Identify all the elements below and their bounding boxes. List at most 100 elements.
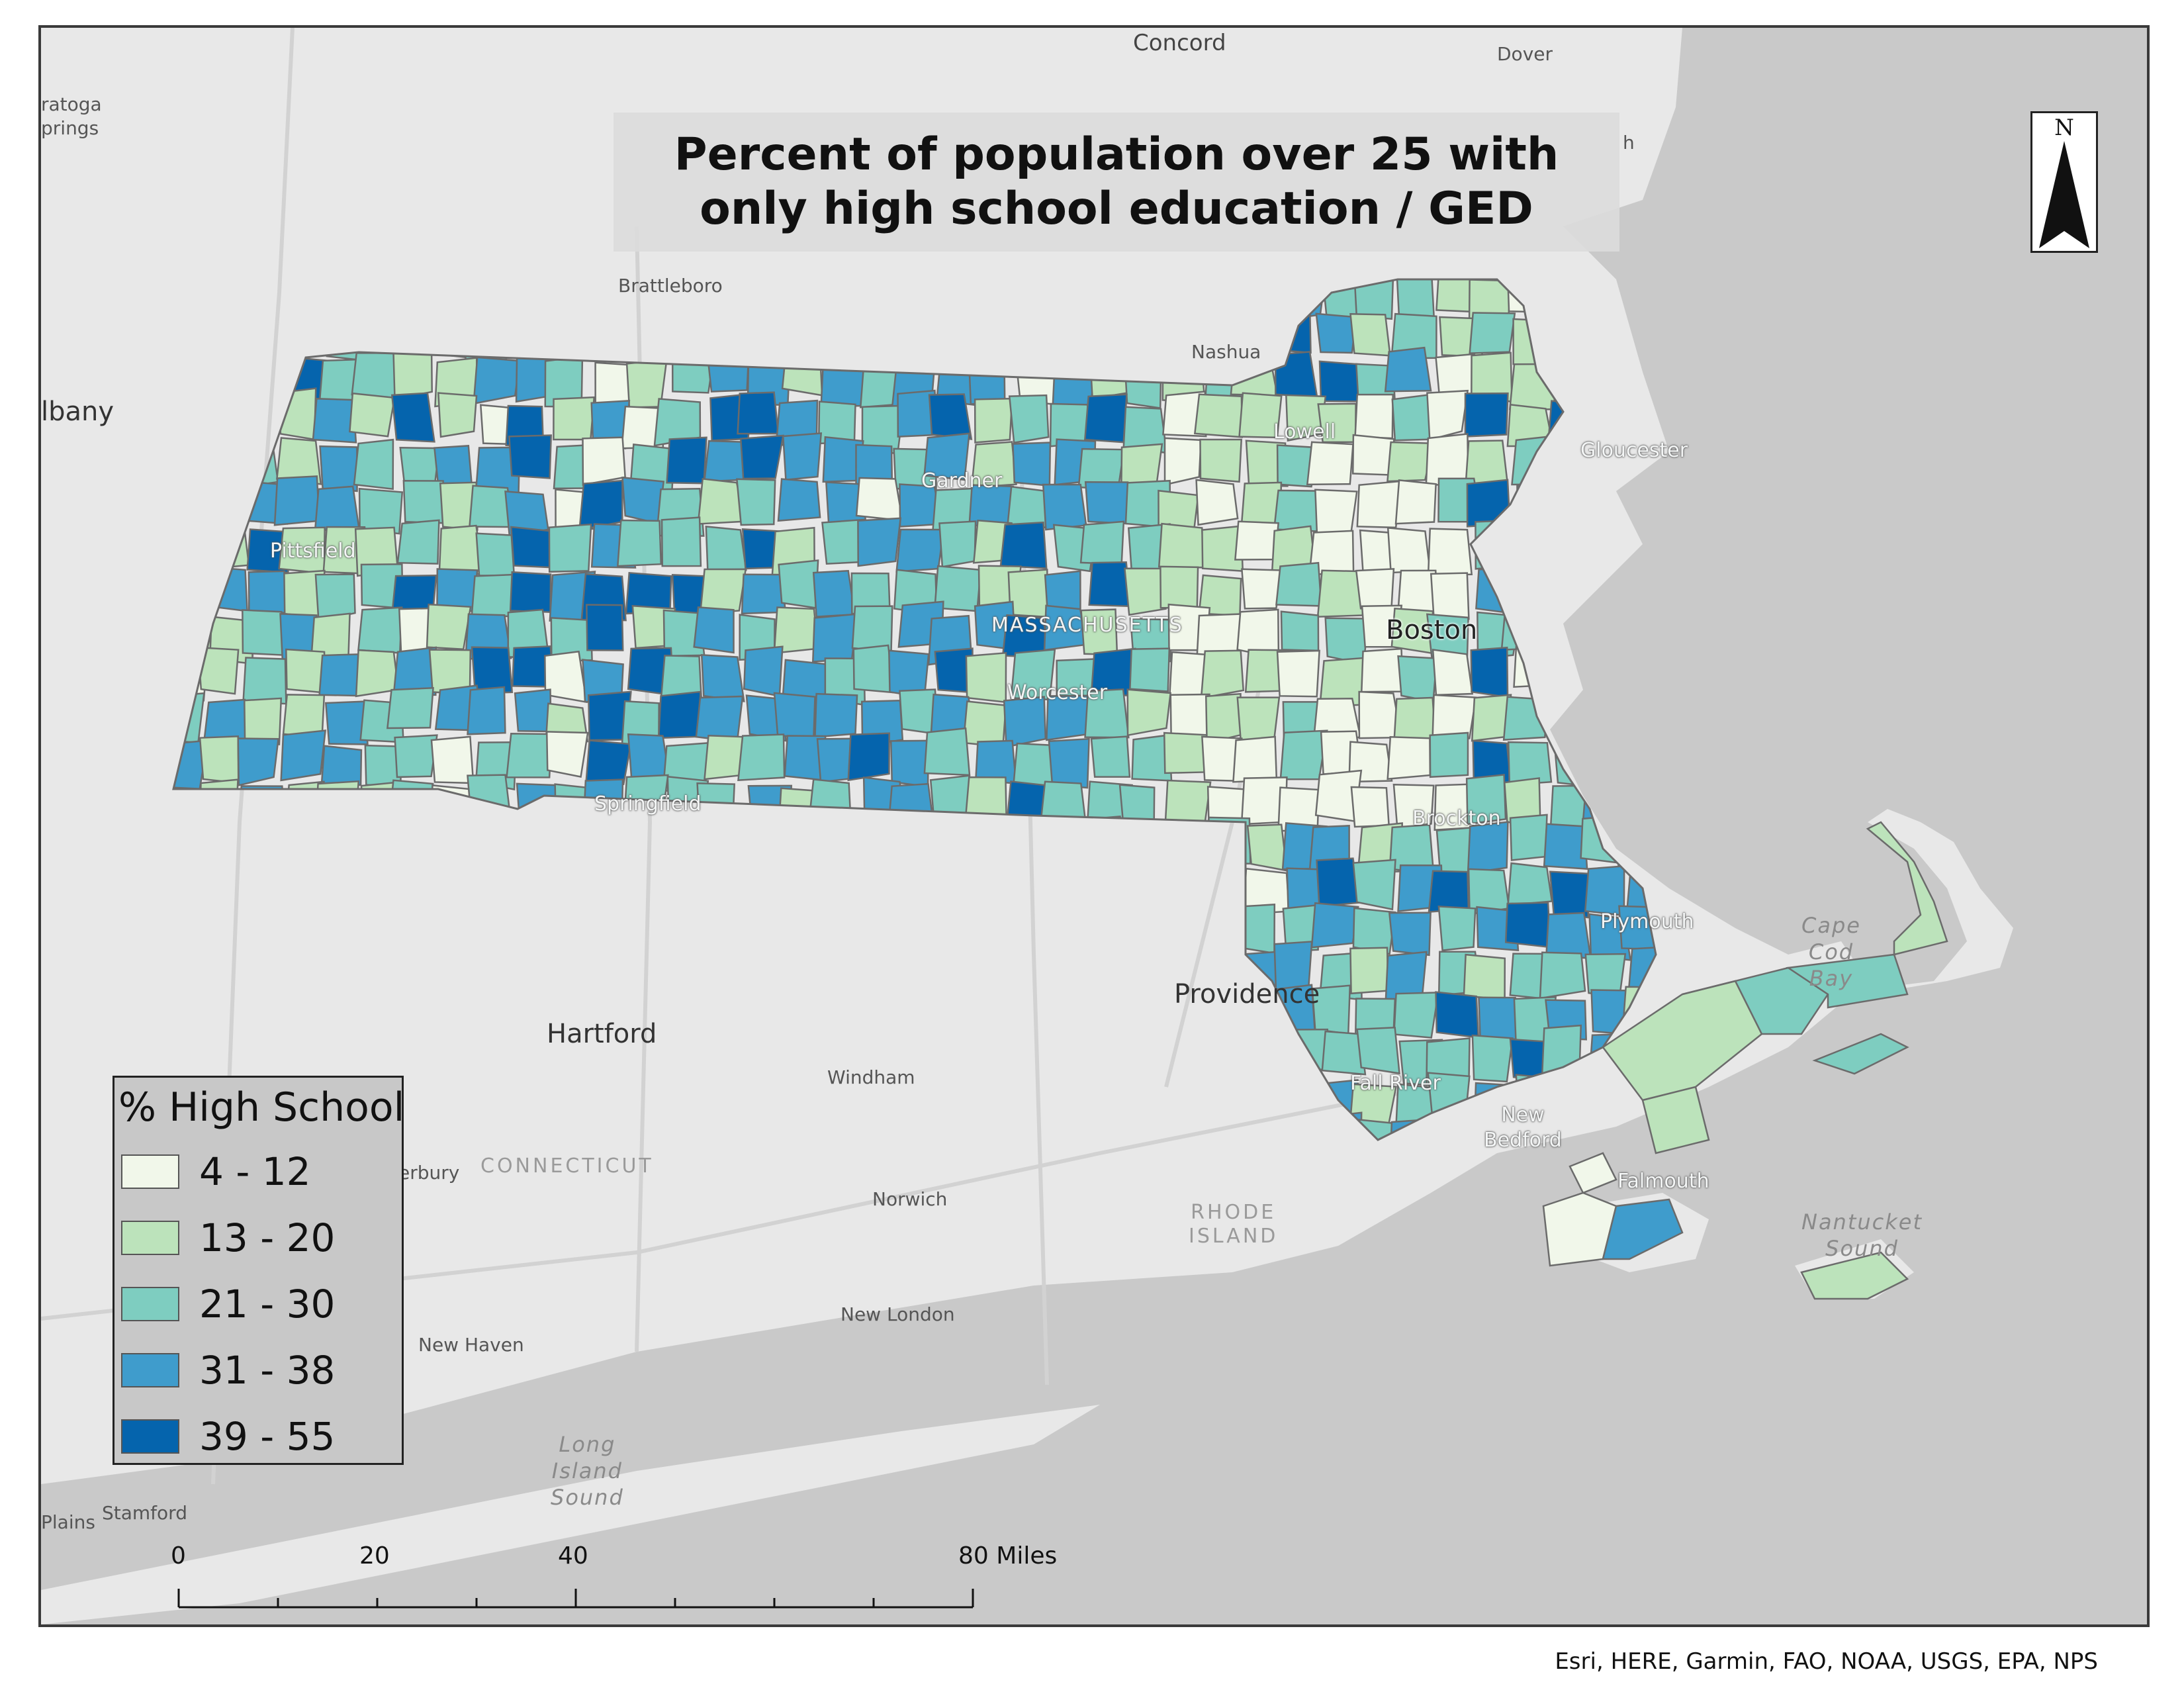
- town-polygon: [1241, 568, 1283, 610]
- legend-item-4-12: 4 - 12: [121, 1149, 311, 1194]
- place-massachusetts: MASSACHUSETTS: [991, 614, 1183, 637]
- town-polygon: [621, 476, 665, 525]
- town-polygon: [320, 745, 363, 786]
- north-label: N: [2054, 115, 2074, 141]
- town-polygon: [318, 653, 363, 697]
- legend: % High School 4 - 12 13 - 20 21 - 30 31 …: [113, 1076, 404, 1465]
- town-polygon: [1394, 479, 1437, 525]
- town-polygon: [1387, 441, 1435, 483]
- town-polygon: [1083, 393, 1128, 444]
- town-polygon: [324, 700, 369, 745]
- legend-label: 39 - 55: [199, 1414, 336, 1459]
- place-saratoga: ratoga prings: [41, 93, 102, 140]
- place-plymouth: Plymouth: [1600, 910, 1694, 933]
- place-fall-river: Fall River: [1350, 1072, 1441, 1095]
- town-polygon: [1504, 902, 1551, 949]
- place-waterbury: erbury: [398, 1162, 460, 1184]
- town-polygon: [657, 690, 702, 739]
- town-polygon: [586, 604, 624, 651]
- legend-label: 31 - 38: [199, 1348, 336, 1393]
- town-polygon: [1356, 1027, 1400, 1074]
- town-polygon: [1129, 647, 1171, 692]
- legend-item-21-30: 21 - 30: [121, 1282, 335, 1327]
- town-polygon: [1425, 433, 1469, 487]
- town-polygon: [437, 392, 478, 438]
- town-polygon: [1391, 394, 1433, 442]
- town-polygon: [467, 686, 506, 735]
- town-polygon: [1465, 773, 1507, 825]
- town-polygon: [504, 490, 549, 538]
- town-polygon: [1354, 393, 1394, 440]
- legend-swatch: [121, 1353, 179, 1387]
- town-polygon: [817, 400, 856, 445]
- town-polygon: [1158, 522, 1205, 569]
- town-polygon: [394, 734, 438, 778]
- town-polygon: [1199, 438, 1243, 483]
- town-polygon: [358, 487, 404, 535]
- town-polygon: [1470, 646, 1509, 698]
- place-gardner: Gardner: [921, 469, 1003, 492]
- town-polygon: [353, 438, 394, 491]
- town-polygon: [510, 526, 555, 569]
- town-polygon: [737, 733, 786, 781]
- place-springfield: Springfield: [594, 792, 702, 816]
- town-polygon: [1195, 479, 1239, 526]
- town-polygon: [319, 445, 358, 492]
- scale-bar: 0 20 40 80 Miles: [171, 1542, 1057, 1615]
- place-nashua: Nashua: [1191, 341, 1261, 363]
- town-polygon: [1432, 694, 1477, 741]
- town-polygon: [1306, 441, 1354, 486]
- legend-label: 4 - 12: [199, 1149, 311, 1194]
- town-polygon: [242, 657, 287, 705]
- town-polygon: [312, 397, 357, 444]
- town-polygon: [889, 739, 930, 788]
- town-polygon: [584, 739, 632, 786]
- place-rhode-island: RHODE ISLAND: [1189, 1201, 1279, 1248]
- island-towns: [1542, 1152, 1909, 1300]
- town-polygon: [1315, 312, 1357, 354]
- town-polygon: [243, 697, 283, 745]
- town-polygon: [1387, 526, 1432, 574]
- town-polygon: [1384, 346, 1432, 393]
- town-polygon: [743, 645, 784, 698]
- place-falmouth: Falmouth: [1617, 1170, 1709, 1193]
- town-polygon: [1042, 483, 1087, 531]
- place-brockton: Brockton: [1412, 807, 1501, 830]
- town-polygon: [1003, 696, 1047, 748]
- place-cape-cod-bay: Cape Cod Bay: [1801, 913, 1861, 991]
- town-polygon: [1469, 312, 1516, 354]
- town-polygon: [699, 568, 747, 615]
- town-polygon: [1392, 783, 1435, 829]
- town-polygon: [855, 477, 904, 522]
- town-polygon: [1048, 737, 1090, 789]
- town-polygon: [242, 609, 287, 657]
- town-polygon: [814, 692, 858, 738]
- town-polygon: [582, 436, 626, 486]
- town-polygon: [777, 478, 821, 522]
- town-polygon: [1584, 865, 1625, 917]
- scale-label-20: 20: [359, 1542, 390, 1570]
- town-polygon: [314, 573, 356, 622]
- place-worcester: Worcester: [1007, 681, 1108, 704]
- town-polygon: [1349, 947, 1389, 995]
- place-dover: Dover: [1497, 43, 1553, 65]
- town-polygon: [627, 733, 670, 782]
- town-polygon: [1007, 569, 1049, 618]
- town-polygon: [1246, 823, 1288, 872]
- legend-swatch: [121, 1154, 179, 1189]
- town-polygon: [1236, 696, 1281, 742]
- town-polygon: [387, 686, 434, 729]
- town-polygon: [1350, 786, 1390, 828]
- town-polygon: [695, 695, 744, 743]
- town-polygon: [735, 478, 776, 526]
- legend-item-13-20: 13 - 20: [121, 1215, 335, 1260]
- town-polygon: [962, 700, 1007, 748]
- town-polygon: [660, 516, 702, 567]
- legend-item-39-55: 39 - 55: [121, 1414, 336, 1459]
- town-polygon: [1084, 688, 1130, 739]
- town-polygon: [1464, 392, 1509, 438]
- place-stamford: Stamford: [102, 1502, 187, 1524]
- town-polygon: [514, 688, 552, 733]
- town-polygon: [1282, 904, 1320, 953]
- town-polygon: [1349, 312, 1391, 357]
